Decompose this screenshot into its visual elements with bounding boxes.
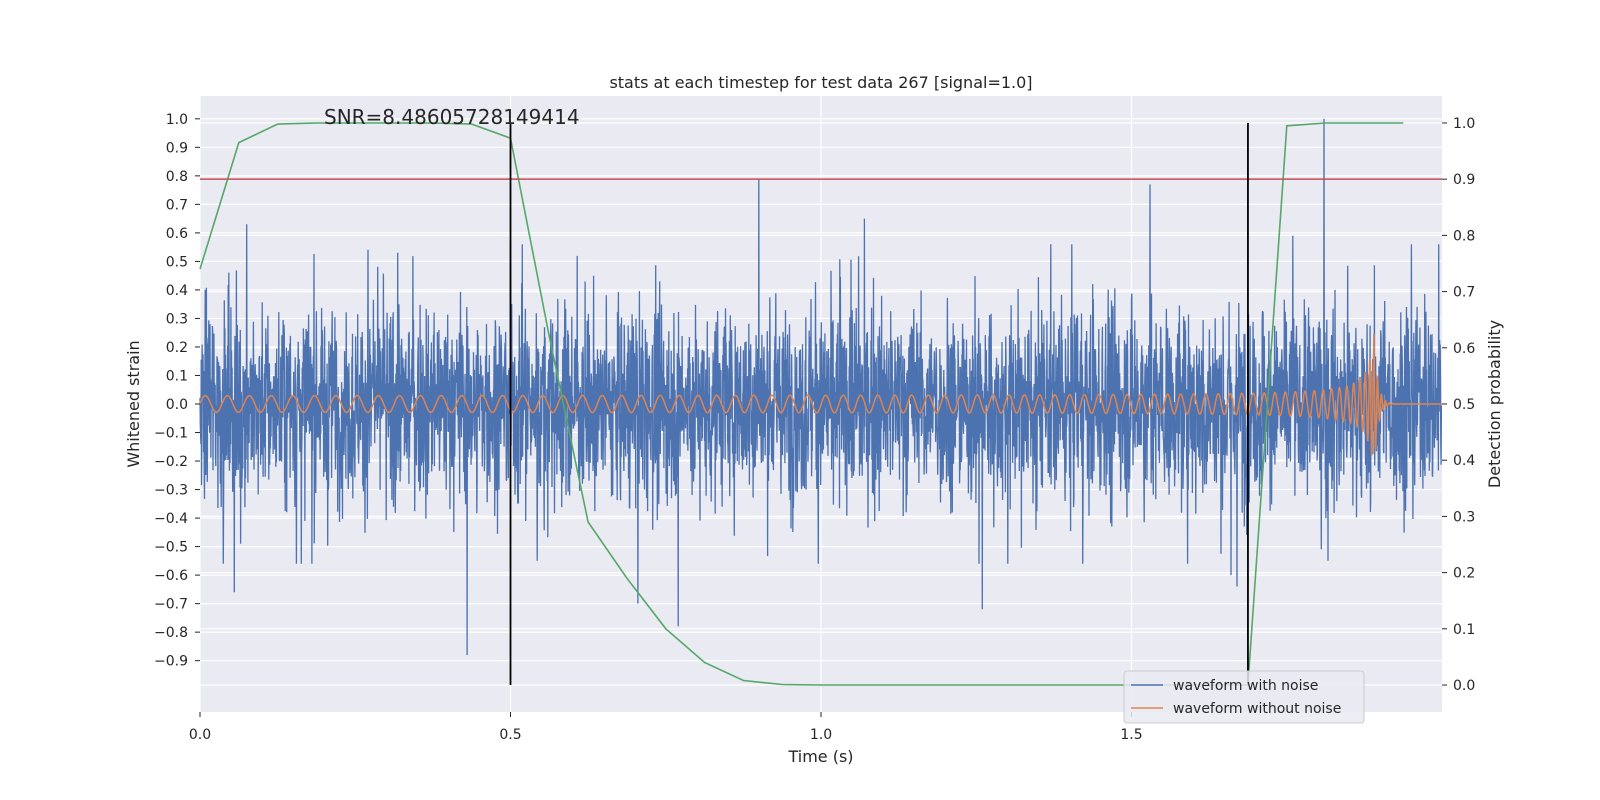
y-tick-label: −0.1 — [154, 426, 188, 442]
overlay-layer — [200, 122, 1442, 686]
y2-tick-label: 0.6 — [1453, 341, 1475, 357]
y-tick-label: 0.0 — [166, 397, 188, 413]
legend-box — [1123, 670, 1365, 724]
x-tick-label: 1.5 — [1120, 727, 1142, 743]
y-tick-label: 0.6 — [166, 226, 188, 242]
y2-tick-label: 0.5 — [1453, 397, 1475, 413]
y-tick-label: 0.9 — [166, 140, 188, 156]
y2-axis-label: Detection probability — [1485, 320, 1504, 488]
y-tick-label: −0.2 — [154, 454, 188, 470]
legend: waveform with noise waveform without noi… — [1123, 670, 1365, 724]
y-tick-label: 0.7 — [166, 197, 188, 213]
y2-tick-label: 0.7 — [1453, 285, 1475, 301]
y-tick-label: 0.4 — [166, 283, 188, 299]
y-tick-label: 0.8 — [166, 169, 188, 185]
legend-label-waveform-with-noise: waveform with noise — [1173, 678, 1318, 694]
ticks-layer: −0.9 −0.8 −0.7 −0.6 −0.5 −0.4 −0.3 −0.2 −0.1 0.0 0… — [154, 112, 1475, 743]
y-tick-label: 0.1 — [166, 368, 188, 384]
series-line-waveform-without-noise — [199, 334, 1442, 456]
legend-label-waveform-without-noise: waveform without noise — [1173, 701, 1341, 717]
y-tick-label: −0.6 — [154, 568, 188, 584]
y2-tick-label: 0.2 — [1453, 566, 1475, 582]
x-tick-label: 0.0 — [189, 727, 211, 743]
series-line-waveform-with-noise — [199, 118, 1443, 656]
y2-tick-label: 0.8 — [1453, 228, 1475, 244]
y2-tick-label: 0.0 — [1453, 678, 1475, 694]
y-tick-label: 0.2 — [166, 340, 188, 356]
y-tick-label: −0.9 — [154, 654, 188, 670]
y-tick-label: −0.4 — [154, 511, 188, 527]
y-tick-label: 0.5 — [166, 254, 188, 270]
y2-tick-label: 0.3 — [1453, 509, 1475, 525]
y2-tick-label: 1.0 — [1453, 116, 1475, 132]
x-tick-label: 1.0 — [810, 727, 832, 743]
x-tick-label: 0.5 — [499, 727, 521, 743]
y-tick-label: −0.8 — [154, 625, 188, 641]
y-tick-label: −0.7 — [154, 597, 188, 613]
x-axis-label: Time (s) — [787, 747, 853, 766]
y-tick-label: 0.3 — [166, 311, 188, 327]
y2-tick-label: 0.4 — [1453, 453, 1475, 469]
y-tick-label: −0.5 — [154, 540, 188, 556]
chart-title: stats at each timestep for test data 267… — [609, 73, 1032, 92]
y-axis-label: Whitened strain — [124, 340, 143, 467]
y-tick-label: −0.3 — [154, 483, 188, 499]
y2-tick-label: 0.1 — [1453, 622, 1475, 638]
y-tick-label: 1.0 — [166, 112, 188, 128]
snr-annotation: SNR=8.48605728149414 — [324, 105, 580, 129]
y2-tick-label: 0.9 — [1453, 172, 1475, 188]
